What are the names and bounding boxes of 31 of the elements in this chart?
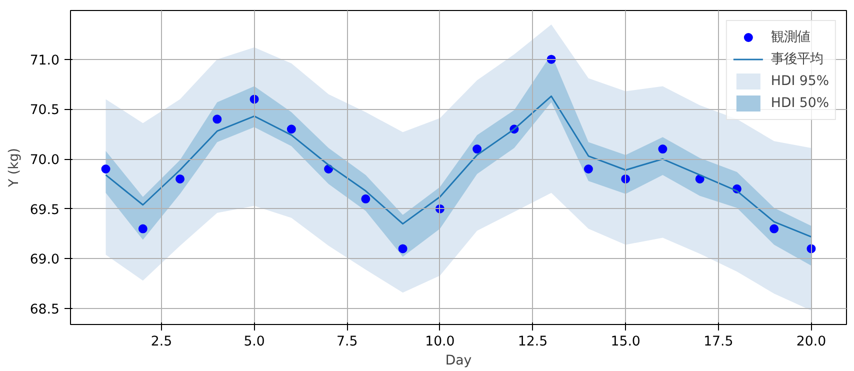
point <box>770 224 779 234</box>
y-tick-label: 68.5 <box>30 302 60 318</box>
point <box>176 174 185 184</box>
point <box>658 144 668 154</box>
point <box>361 194 370 204</box>
point <box>212 114 222 124</box>
x-tick-label: 17.5 <box>704 334 734 350</box>
x-tick-label: 10.0 <box>425 334 455 350</box>
point <box>138 224 148 234</box>
x-tick-label: 15.0 <box>610 334 640 350</box>
point <box>286 124 296 134</box>
point <box>584 164 593 174</box>
y-tick-label: 69.5 <box>30 202 60 218</box>
x-tick-label: 2.5 <box>150 334 172 350</box>
y-tick-label: 70.5 <box>30 103 60 118</box>
point <box>101 164 110 174</box>
y-tick-label: 71.0 <box>30 53 60 68</box>
x-tick-label: 12.5 <box>518 334 548 350</box>
y-tick-label: 70.0 <box>30 153 60 168</box>
legend-label: 事後平均 <box>770 51 823 68</box>
x-tick-label: 20.0 <box>796 334 826 350</box>
legend-label: HDI 95% <box>770 74 829 88</box>
y-axis-title: Y (kg) <box>6 148 22 188</box>
point <box>472 144 482 154</box>
legend-label: 観測値 <box>770 29 810 46</box>
legend-label: HDI 50% <box>770 96 829 110</box>
x-axis-title: Day <box>445 354 472 368</box>
point <box>398 244 408 254</box>
y-tick-label: 69.0 <box>30 252 60 268</box>
x-tick-label: 7.5 <box>336 334 358 350</box>
x-tick-label: 5.0 <box>244 334 265 350</box>
